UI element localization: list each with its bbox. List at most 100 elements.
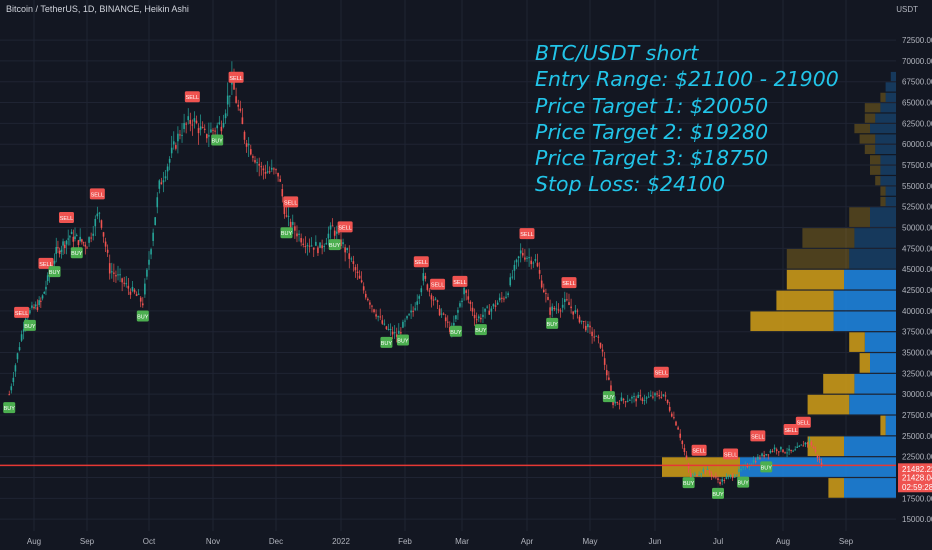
candle-body <box>304 246 307 248</box>
signal-label: BUY <box>4 406 16 412</box>
signal-label: BUY <box>212 139 224 145</box>
candle <box>566 292 568 302</box>
candle <box>469 300 472 312</box>
y-axis: 72500.00 70000.00 67500.00 65000.00 62500.00… <box>902 36 932 524</box>
candle-body <box>333 230 336 236</box>
candle <box>72 229 75 249</box>
candle <box>331 218 334 227</box>
candle <box>172 131 175 150</box>
candle <box>442 312 445 316</box>
candle <box>158 179 161 194</box>
candle-body <box>254 160 256 163</box>
candle <box>90 232 92 243</box>
candle-body <box>698 475 700 477</box>
candle-body <box>802 445 805 447</box>
candle-body <box>540 280 543 288</box>
candle <box>206 133 208 143</box>
candle <box>364 290 367 300</box>
candle-body <box>593 336 595 338</box>
candle-body <box>362 286 365 291</box>
buy-signal: BUY <box>48 266 61 278</box>
candle <box>139 295 142 308</box>
candle-body <box>614 401 616 404</box>
candle <box>482 307 484 324</box>
candle <box>264 164 267 179</box>
candle <box>195 115 198 125</box>
candle <box>492 303 495 310</box>
volume-profile-up-bar <box>880 165 896 175</box>
candle-body <box>473 314 476 319</box>
candle-body <box>650 395 652 397</box>
candle <box>455 315 457 322</box>
candle-body <box>457 310 459 313</box>
candle-body <box>358 275 361 279</box>
signal-label: SELL <box>415 260 428 266</box>
sell-signal: SELL <box>561 277 577 289</box>
candle <box>67 229 69 246</box>
candle <box>46 272 49 286</box>
volume-profile-up-bar <box>885 196 896 207</box>
candle <box>98 211 101 223</box>
candle <box>40 297 42 308</box>
candle-body <box>582 321 585 323</box>
candle-body <box>266 171 269 173</box>
candle <box>748 462 751 471</box>
candle <box>704 469 707 475</box>
candle-body <box>746 465 749 468</box>
candle-body <box>325 242 328 245</box>
candle-body <box>241 117 244 125</box>
x-tick-label: Apr <box>521 537 534 546</box>
candle <box>677 425 679 430</box>
candle <box>810 440 813 447</box>
candle-body <box>652 396 654 398</box>
candle <box>650 390 652 397</box>
candle-body <box>308 245 311 247</box>
signal-badge <box>58 212 74 224</box>
candle <box>553 305 556 312</box>
candle <box>354 264 357 278</box>
candle-body <box>507 293 509 296</box>
candle <box>721 476 723 486</box>
candle <box>597 334 600 344</box>
candle <box>465 289 467 301</box>
candle-body <box>162 180 165 183</box>
candle <box>412 306 414 317</box>
candle-body <box>572 311 574 315</box>
candle <box>84 241 87 255</box>
candle <box>564 291 566 310</box>
candle <box>671 411 673 418</box>
volume-profile-up-bar <box>875 144 896 155</box>
candle-body <box>218 122 221 124</box>
y-tick-label: 72500.00 <box>902 36 932 45</box>
candle <box>765 453 768 457</box>
price-tag-bg <box>898 463 932 475</box>
candle-body <box>317 247 319 254</box>
candle <box>471 301 474 317</box>
annotation-line: BTC/USDT short <box>535 41 699 65</box>
candle-body <box>113 272 115 274</box>
candle <box>127 277 130 295</box>
candle-body <box>633 396 635 398</box>
candle <box>501 291 503 303</box>
candle-body <box>166 166 169 172</box>
candle <box>643 394 646 405</box>
candle <box>727 474 730 480</box>
candle-body <box>18 347 21 351</box>
candle-body <box>467 296 470 300</box>
candle-body <box>377 316 379 318</box>
sell-signal: SELL <box>653 366 669 378</box>
candle <box>484 308 486 319</box>
signal-label: BUY <box>381 341 393 347</box>
candle-body <box>463 287 465 295</box>
candle-body <box>626 400 629 402</box>
annotation-line: Price Target 2: $19280 <box>535 119 769 144</box>
candle <box>568 293 570 306</box>
candle-body <box>203 128 206 130</box>
candle <box>532 261 535 268</box>
candle-body <box>381 320 384 324</box>
candle <box>733 474 736 478</box>
candle <box>75 233 78 237</box>
volume-profile-down-bar <box>864 144 876 155</box>
